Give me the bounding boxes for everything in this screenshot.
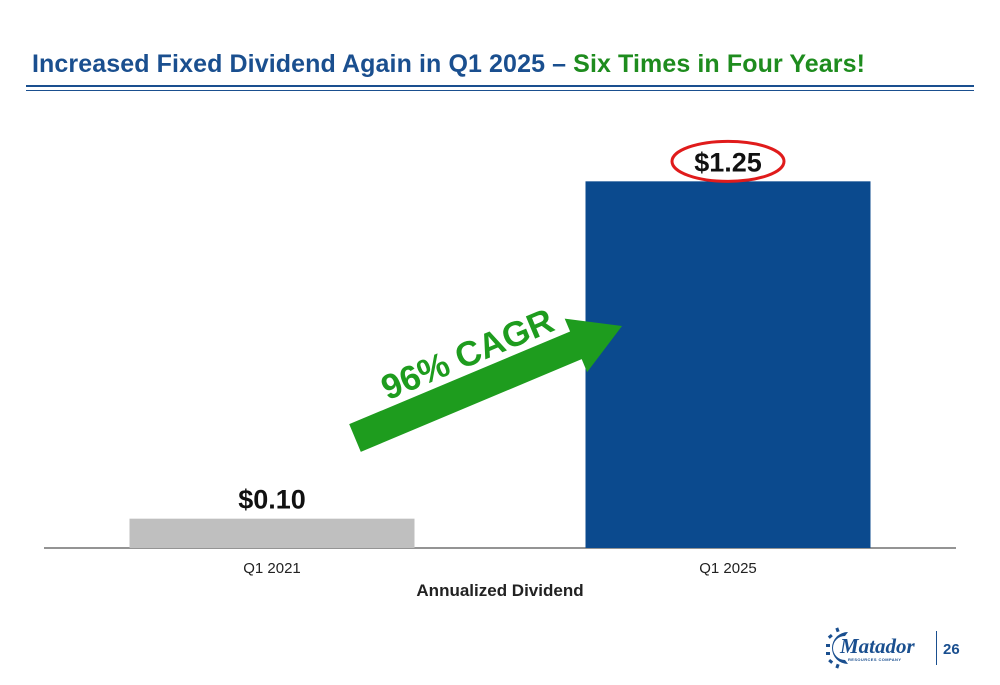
highlight-ellipse — [670, 139, 786, 183]
data-label: $1.25 — [694, 147, 762, 177]
company-logo: Matador RESOURCES COMPANY — [826, 626, 936, 670]
gear-icon — [826, 627, 848, 669]
x-axis-title: Annualized Dividend — [416, 581, 584, 600]
title-rule-thin — [26, 90, 974, 91]
footer-divider — [936, 631, 937, 665]
data-label: $0.10 — [238, 485, 306, 515]
title-highlight: Six Times in Four Years! — [573, 50, 866, 78]
logo-subtext: RESOURCES COMPANY — [848, 657, 902, 662]
page-number: 26 — [943, 641, 960, 658]
title-main: Increased Fixed Dividend Again in Q1 202… — [32, 50, 567, 78]
x-tick-label: Q1 2025 — [699, 560, 757, 577]
bar-q1-2025 — [585, 181, 871, 549]
arrow-shape — [349, 318, 622, 452]
logo-wordmark: Matador — [840, 634, 915, 658]
x-tick-label: Q1 2021 — [243, 560, 301, 577]
title-rule-thick — [26, 85, 974, 87]
bar-q1-2021 — [129, 518, 415, 548]
page-title: Increased Fixed Dividend Again in Q1 202… — [32, 50, 865, 79]
